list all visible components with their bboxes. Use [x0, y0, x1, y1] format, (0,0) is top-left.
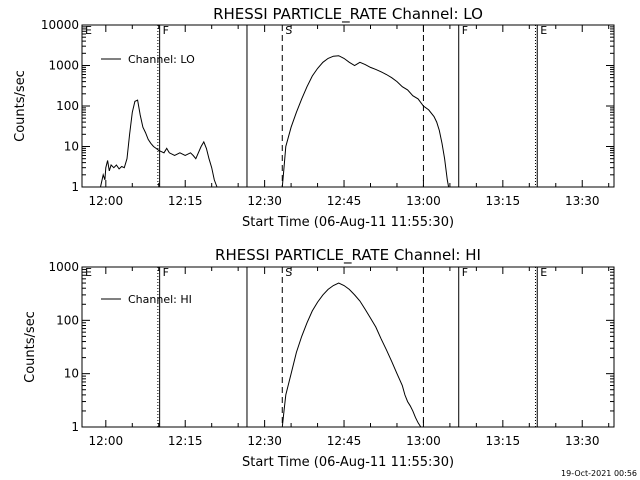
- legend-label: Channel: HI: [128, 293, 192, 306]
- x-axis-ticks: 12:00 12:15 12:30 12:45 13:00 13:15 13:30: [89, 267, 610, 448]
- data-series: [281, 282, 422, 428]
- marker-label: F: [163, 24, 169, 37]
- series-line: [281, 282, 422, 428]
- y-tick-label: 100: [56, 99, 79, 113]
- x-tick-label: 12:15: [168, 194, 203, 208]
- x-tick-label: 13:30: [565, 434, 600, 448]
- x-tick-label: 12:45: [327, 434, 362, 448]
- panel-lo: RHESSI PARTICLE_RATE Channel: LO Counts/…: [13, 5, 615, 230]
- marker-label: S: [285, 266, 292, 279]
- marker-label: E: [85, 266, 92, 279]
- legend: Channel: HI: [101, 293, 192, 306]
- plot-frame: [81, 266, 615, 428]
- y-tick-label: 100: [56, 313, 79, 327]
- y-tick-label: 1: [71, 180, 79, 194]
- marker-label: E: [540, 266, 547, 279]
- x-tick-label: 12:45: [327, 194, 362, 208]
- chart-title: RHESSI PARTICLE_RATE Channel: HI: [215, 246, 481, 265]
- panel-hi: RHESSI PARTICLE_RATE Channel: HI Counts/…: [23, 246, 615, 470]
- x-tick-label: 13:15: [486, 194, 521, 208]
- y-tick-label: 1: [71, 420, 79, 434]
- x-tick-label: 12:00: [89, 434, 124, 448]
- x-axis-label: Start Time (06-Aug-11 11:55:30): [242, 215, 454, 230]
- x-tick-label: 12:15: [168, 434, 203, 448]
- y-tick-label: 1000: [48, 59, 79, 73]
- marker-label: E: [540, 24, 547, 37]
- y-tick-label: 10000: [41, 18, 79, 32]
- marker-label: S: [285, 24, 292, 37]
- series-line: [281, 55, 450, 188]
- timestamp: 19-Oct-2021 00:56: [561, 469, 637, 478]
- legend-label: Channel: LO: [128, 53, 195, 66]
- x-tick-label: 12:30: [247, 434, 282, 448]
- series-line: [100, 99, 218, 188]
- marker-label: E: [85, 24, 92, 37]
- y-axis-label: Counts/sec: [13, 70, 28, 142]
- y-tick-label: 10: [64, 140, 79, 154]
- x-axis-ticks: 12:00 12:15 12:30 12:45 13:00 13:15 13:30: [89, 25, 610, 208]
- x-tick-label: 13:15: [486, 434, 521, 448]
- x-tick-label: 13:00: [406, 194, 441, 208]
- x-tick-label: 12:00: [89, 194, 124, 208]
- y-axis-label: Counts/sec: [23, 311, 38, 383]
- x-tick-label: 13:00: [406, 434, 441, 448]
- legend: Channel: LO: [101, 53, 195, 66]
- chart-title: RHESSI PARTICLE_RATE Channel: LO: [213, 5, 483, 24]
- y-tick-label: 1000: [48, 260, 79, 274]
- data-series: [100, 55, 450, 188]
- x-tick-label: 13:30: [565, 194, 600, 208]
- marker-label: F: [462, 24, 468, 37]
- x-tick-label: 12:30: [247, 194, 282, 208]
- y-tick-label: 10: [64, 367, 79, 381]
- y-axis-ticks: 1 10 100 1000 10000: [41, 18, 614, 194]
- marker-label: F: [163, 266, 169, 279]
- y-axis-ticks: 1 10 100 1000: [48, 260, 614, 434]
- plot-frame: [81, 24, 615, 188]
- marker-label: F: [462, 266, 468, 279]
- x-axis-label: Start Time (06-Aug-11 11:55:30): [242, 455, 454, 470]
